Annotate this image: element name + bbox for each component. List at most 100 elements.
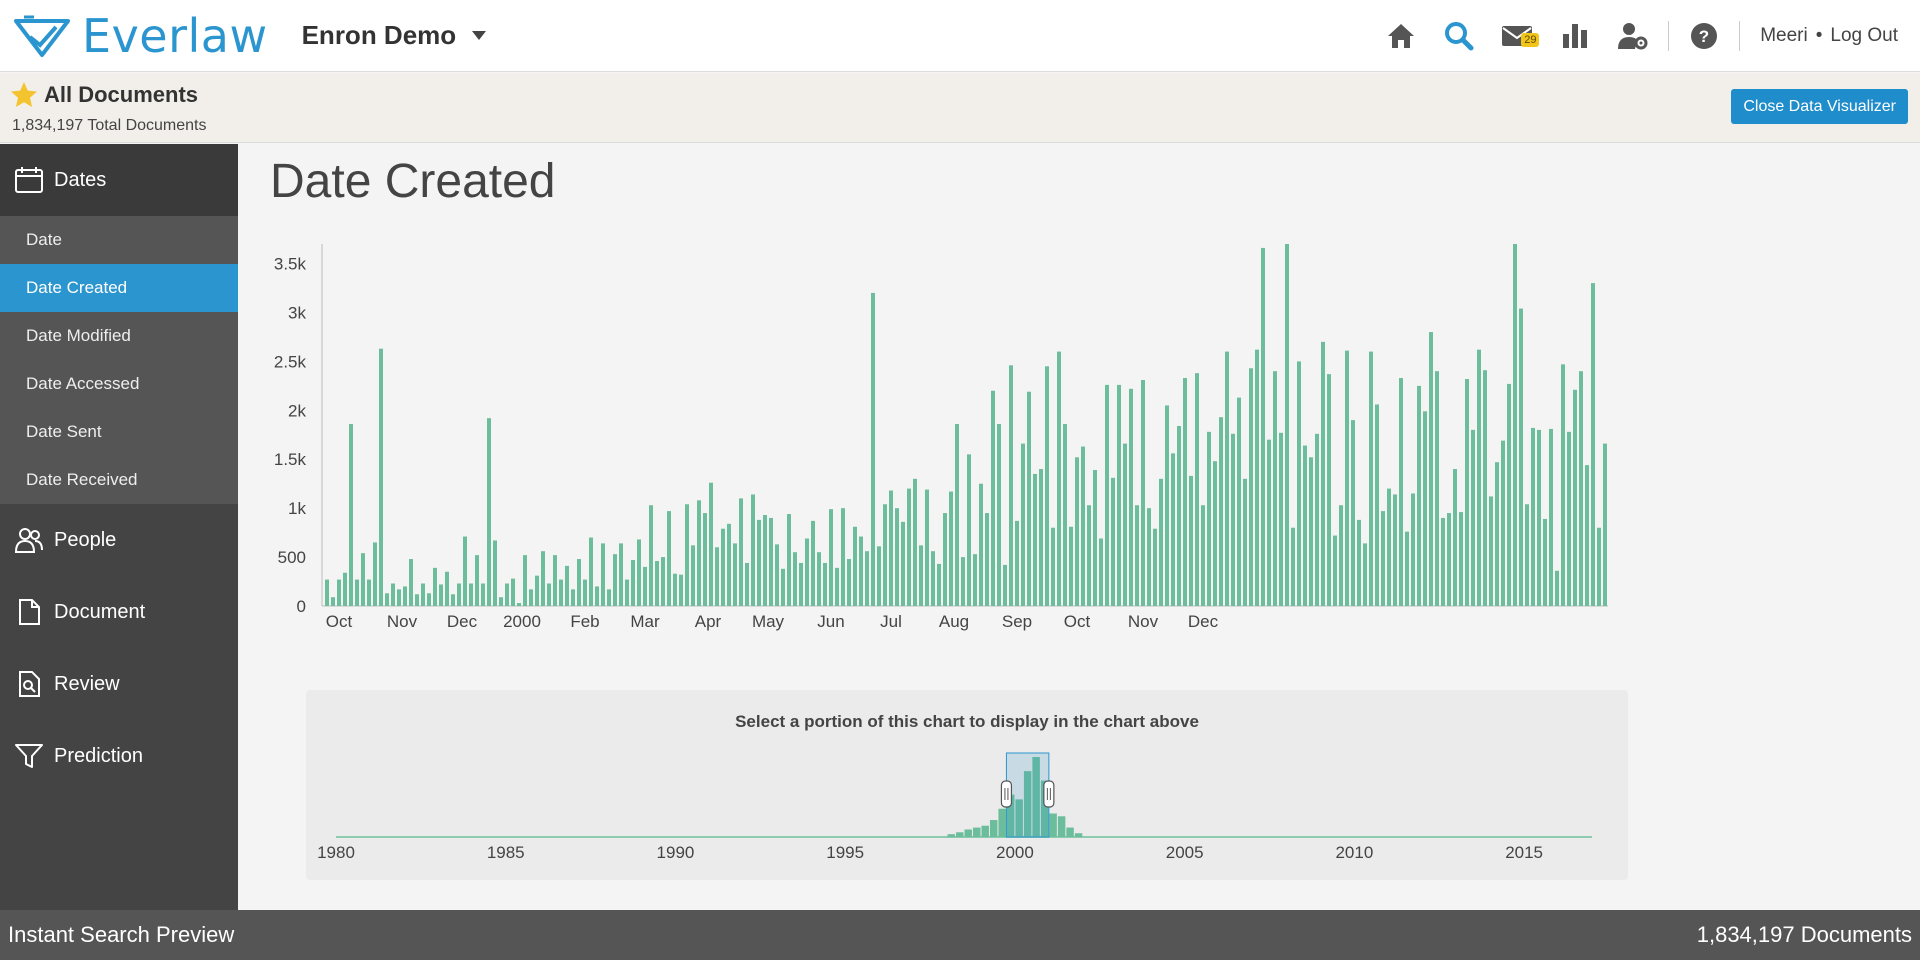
close-data-visualizer-button[interactable]: Close Data Visualizer (1731, 89, 1908, 124)
bar[interactable] (511, 578, 515, 606)
bar[interactable] (1585, 465, 1589, 606)
bar[interactable] (469, 583, 473, 606)
bar[interactable] (1069, 526, 1073, 606)
bar[interactable] (1567, 431, 1571, 606)
bar[interactable] (1303, 445, 1307, 606)
bar[interactable] (1093, 470, 1097, 606)
bar[interactable] (337, 579, 341, 606)
bar[interactable] (733, 543, 737, 606)
logout-link[interactable]: Log Out (1830, 25, 1898, 46)
bar[interactable] (1099, 538, 1103, 606)
bar[interactable] (391, 583, 395, 606)
bar[interactable] (367, 579, 371, 606)
bar[interactable] (1537, 429, 1541, 606)
bar[interactable] (757, 519, 761, 606)
bar[interactable] (685, 504, 689, 606)
analytics-button[interactable] (1546, 0, 1604, 72)
bar[interactable] (769, 517, 773, 606)
bar[interactable] (373, 542, 377, 606)
bar[interactable] (1465, 379, 1469, 606)
bar[interactable] (535, 575, 539, 606)
bar[interactable] (1027, 391, 1031, 606)
bar[interactable] (1345, 350, 1349, 606)
bar[interactable] (619, 543, 623, 606)
bar[interactable] (973, 554, 977, 606)
everlaw-logo[interactable]: Everlaw (12, 9, 268, 63)
bar[interactable] (1219, 417, 1223, 606)
bar[interactable] (1075, 457, 1079, 606)
bar[interactable] (1201, 505, 1205, 606)
bar[interactable] (811, 520, 815, 606)
bar[interactable] (655, 560, 659, 606)
bar[interactable] (1489, 496, 1493, 606)
bar[interactable] (877, 546, 881, 606)
bar[interactable] (745, 562, 749, 606)
bar[interactable] (1321, 341, 1325, 606)
sidebar-group-dates[interactable]: Dates (0, 144, 238, 216)
bar[interactable] (1447, 513, 1451, 606)
bar[interactable] (883, 504, 887, 606)
bar[interactable] (1333, 535, 1337, 606)
bar[interactable] (1369, 351, 1373, 606)
bar[interactable] (781, 568, 785, 606)
sidebar-item-date-created[interactable]: Date Created (0, 264, 238, 312)
admin-button[interactable] (1604, 0, 1662, 72)
bar[interactable] (1471, 429, 1475, 606)
bar[interactable] (775, 544, 779, 606)
bar[interactable] (1339, 505, 1343, 606)
bar[interactable] (1291, 527, 1295, 606)
bar[interactable] (421, 583, 425, 606)
bar[interactable] (451, 594, 455, 606)
bar[interactable] (385, 593, 389, 606)
bar[interactable] (325, 579, 329, 606)
bar[interactable] (985, 513, 989, 606)
bar[interactable] (1033, 473, 1037, 606)
bar[interactable] (919, 545, 923, 606)
bar[interactable] (1405, 531, 1409, 606)
bar[interactable] (763, 515, 767, 606)
bar[interactable] (415, 594, 419, 606)
bar[interactable] (1045, 366, 1049, 606)
bar[interactable] (355, 579, 359, 606)
instant-search-preview-bar[interactable]: Instant Search Preview 1,834,197 Documen… (0, 910, 1920, 960)
bar[interactable] (871, 292, 875, 606)
bar[interactable] (1381, 511, 1385, 606)
bar[interactable] (1087, 505, 1091, 606)
bar[interactable] (1393, 494, 1397, 606)
bar[interactable] (751, 494, 755, 606)
sidebar-item-date-sent[interactable]: Date Sent (26, 422, 102, 441)
bar[interactable] (439, 584, 443, 606)
bar[interactable] (1279, 432, 1283, 606)
bar[interactable] (1459, 512, 1463, 606)
bar[interactable] (1213, 461, 1217, 606)
date-created-chart[interactable]: 0 500 1k 1.5k 2k 2.5k 3k 3.5k Oct Nov Dec 2000 Feb Ma… (238, 224, 1920, 694)
bar[interactable] (409, 559, 413, 606)
messages-button[interactable]: 29 (1488, 0, 1546, 72)
bar[interactable] (997, 424, 1001, 606)
bar[interactable] (1399, 378, 1403, 606)
bar[interactable] (1531, 427, 1535, 606)
sidebar-item-date[interactable]: Date (26, 230, 62, 249)
sidebar-item-date-accessed[interactable]: Date Accessed (26, 374, 140, 393)
bar[interactable] (595, 586, 599, 606)
bar[interactable] (1105, 384, 1109, 606)
bar[interactable] (1261, 247, 1265, 606)
bar[interactable] (1357, 519, 1361, 606)
bar[interactable] (1159, 478, 1163, 606)
bar[interactable] (727, 523, 731, 606)
bar[interactable] (1549, 428, 1553, 606)
selection-brush[interactable] (1005, 752, 1050, 838)
bar[interactable] (979, 483, 983, 606)
bar[interactable] (847, 559, 851, 606)
bar[interactable] (565, 565, 569, 606)
bar[interactable] (739, 498, 743, 606)
bar[interactable] (607, 589, 611, 606)
bar[interactable] (967, 454, 971, 606)
bar[interactable] (1561, 364, 1565, 606)
bar[interactable] (829, 509, 833, 606)
bar[interactable] (1195, 373, 1199, 606)
bar[interactable] (721, 528, 725, 606)
sidebar-group-people[interactable]: People (0, 504, 238, 576)
bar[interactable] (547, 583, 551, 606)
bar[interactable] (625, 579, 629, 606)
